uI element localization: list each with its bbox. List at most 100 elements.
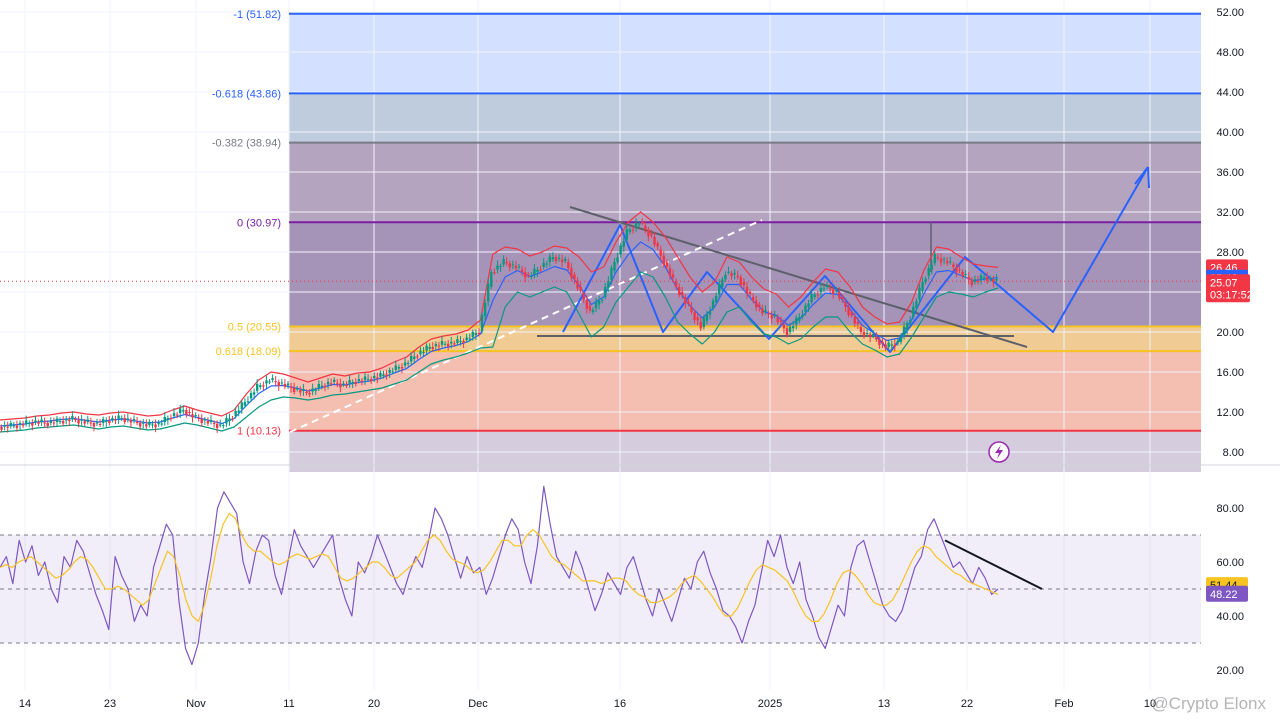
fib-label-4: 0.5 (20.55)	[228, 322, 281, 334]
candle-body	[986, 277, 989, 282]
fib-levels[interactable]: -1 (51.82) -0.618 (43.86) -0.382 (38.94) 0 …	[212, 9, 1201, 438]
candle-body	[791, 326, 795, 329]
candle-body	[782, 324, 786, 329]
candle-body	[80, 419, 83, 421]
candle-body	[86, 419, 89, 422]
candle-body	[483, 303, 487, 317]
candle-body	[628, 229, 632, 232]
candle-body	[819, 288, 823, 292]
candle-body	[856, 322, 860, 324]
candle-body	[277, 382, 280, 386]
candle-body	[647, 229, 650, 237]
candle-body	[345, 385, 348, 386]
candle-body	[101, 419, 105, 423]
candle-body	[665, 262, 669, 267]
candle-body	[222, 425, 225, 426]
candle-body	[98, 424, 102, 425]
candle-body	[443, 343, 447, 345]
candle-body	[545, 263, 548, 265]
alert-bolt-icon[interactable]	[988, 441, 1010, 463]
rsi-badge-bg	[1206, 585, 1248, 602]
candle-body	[527, 274, 530, 276]
candle-body	[123, 418, 126, 422]
candle-body	[656, 243, 659, 247]
candle-body	[468, 338, 471, 340]
candle-body	[924, 278, 927, 282]
price-tick-label: 40.00	[1216, 127, 1244, 139]
candle-body	[311, 388, 314, 392]
candle-body	[520, 269, 524, 272]
candle-body	[219, 424, 222, 426]
candle-body	[28, 423, 31, 424]
candle-body	[178, 408, 182, 413]
zigzag-projection	[562, 166, 1149, 353]
last-price-badge-bg	[1206, 274, 1250, 303]
price-axis[interactable]: 52.0048.0044.0040.0036.0032.0028.0024.00…	[1216, 7, 1244, 459]
candle-body	[804, 305, 807, 312]
candle-body	[570, 268, 573, 278]
candle-body	[74, 419, 77, 420]
candle-body	[982, 277, 986, 279]
price-tick-label: 52.00	[1216, 7, 1244, 19]
candle-body	[838, 292, 841, 299]
candle-body	[105, 421, 108, 422]
price-tick-label: 48.00	[1216, 47, 1244, 59]
candle-body	[391, 371, 394, 373]
candle-body	[644, 225, 647, 230]
time-tick-label: 16	[614, 698, 626, 710]
rsi-line	[0, 485, 999, 666]
time-axis[interactable]: 14 23 Nov 11 20 Dec 16 2025 13 22 Feb 10	[19, 698, 1156, 710]
candle-body	[992, 279, 995, 283]
candle-body	[557, 258, 561, 259]
fib-zone-3	[289, 222, 1201, 327]
candle-body	[542, 263, 545, 267]
candle-body	[573, 274, 576, 280]
candle-body	[554, 257, 558, 262]
candle-body	[437, 345, 441, 347]
price-tick-label: 36.00	[1216, 167, 1244, 179]
candle-body	[764, 310, 767, 312]
rsi-badge-text: 48.22	[1210, 589, 1238, 601]
candle-body	[231, 418, 234, 420]
candle-body	[801, 315, 804, 317]
candle-body	[724, 275, 727, 280]
candle-body	[755, 300, 758, 308]
candle-body	[145, 424, 148, 427]
trend-drawings[interactable]	[0, 166, 1201, 433]
candle-body	[34, 420, 37, 423]
candle-body	[493, 272, 496, 273]
candle-body	[918, 287, 921, 300]
candle-body	[637, 223, 641, 225]
candle-body	[564, 259, 567, 261]
candle-body	[751, 297, 755, 301]
candle-body	[887, 342, 890, 347]
candle-body	[582, 293, 585, 300]
candle-body	[807, 303, 810, 307]
candle-body	[758, 304, 761, 307]
candle-body	[296, 388, 299, 390]
candle-body	[428, 347, 431, 349]
candle-body	[385, 374, 388, 376]
fib-zone-fills	[289, 13, 1201, 472]
candle-body	[135, 422, 139, 423]
candle-body	[835, 290, 838, 292]
candle-body	[65, 418, 68, 421]
candle-body	[477, 333, 481, 334]
candle-body	[641, 222, 644, 223]
candle-body	[748, 292, 752, 294]
rsi-axis[interactable]: 80.00 60.00 40.00 20.00	[1216, 503, 1244, 677]
candle-body	[37, 422, 40, 424]
candle-body	[323, 385, 327, 388]
fib-label-5: 0.618 (18.09)	[216, 346, 281, 358]
candle-body	[813, 294, 816, 297]
candle-body	[890, 344, 893, 346]
candle-body	[767, 313, 770, 315]
candle-body	[893, 344, 897, 347]
candle-body	[604, 286, 607, 297]
candle-body	[530, 276, 533, 277]
candle-body	[970, 279, 974, 285]
candle-body	[505, 262, 508, 264]
candle-body	[955, 267, 958, 273]
time-tick-label: 2025	[758, 698, 782, 710]
